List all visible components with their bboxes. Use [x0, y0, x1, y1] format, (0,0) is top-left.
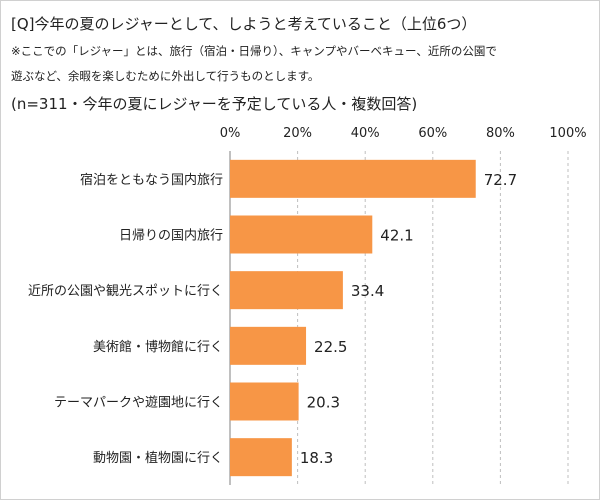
tick-label: 40% — [351, 126, 380, 141]
chart-note-1: ※ここでの「レジャー」とは、旅行（宿泊・日帰り）、キャンプやバーベキュー、近所の… — [11, 44, 497, 58]
category-label: 美術館・博物館に行く — [93, 340, 223, 355]
bar — [230, 215, 373, 254]
category-label: テーマパークや遊園地に行く — [54, 396, 223, 411]
chart-note-2: 遊ぶなど、余暇を楽しむために外出して行うものとします。 — [11, 69, 320, 83]
chart-subtitle: (n=311・今年の夏にレジャーを予定している人・複数回答) — [11, 95, 418, 113]
category-label: 日帰りの国内旅行 — [119, 228, 223, 244]
bar — [230, 382, 299, 421]
tick-label: 100% — [549, 126, 586, 141]
bar — [230, 271, 343, 310]
data-label: 20.3 — [307, 394, 340, 412]
category-label: 宿泊をともなう国内旅行 — [80, 172, 223, 188]
tick-label: 20% — [283, 126, 312, 141]
tick-label: 60% — [418, 126, 447, 141]
chart-title: [Q]今年の夏のレジャーとして、しようと考えていること（上位6つ） — [11, 15, 477, 33]
tick-label: 80% — [486, 126, 515, 141]
bar — [230, 438, 292, 477]
data-label: 33.4 — [351, 282, 384, 300]
category-label: 動物園・植物園に行く — [93, 451, 223, 466]
tick-label: 0% — [220, 126, 241, 141]
data-label: 18.3 — [300, 449, 333, 467]
data-label: 22.5 — [314, 338, 347, 356]
data-label: 72.7 — [484, 171, 517, 189]
bar — [230, 159, 476, 198]
category-label: 近所の公園や観光スポットに行く — [28, 284, 223, 299]
bar — [230, 326, 307, 365]
data-label: 42.1 — [380, 227, 413, 245]
